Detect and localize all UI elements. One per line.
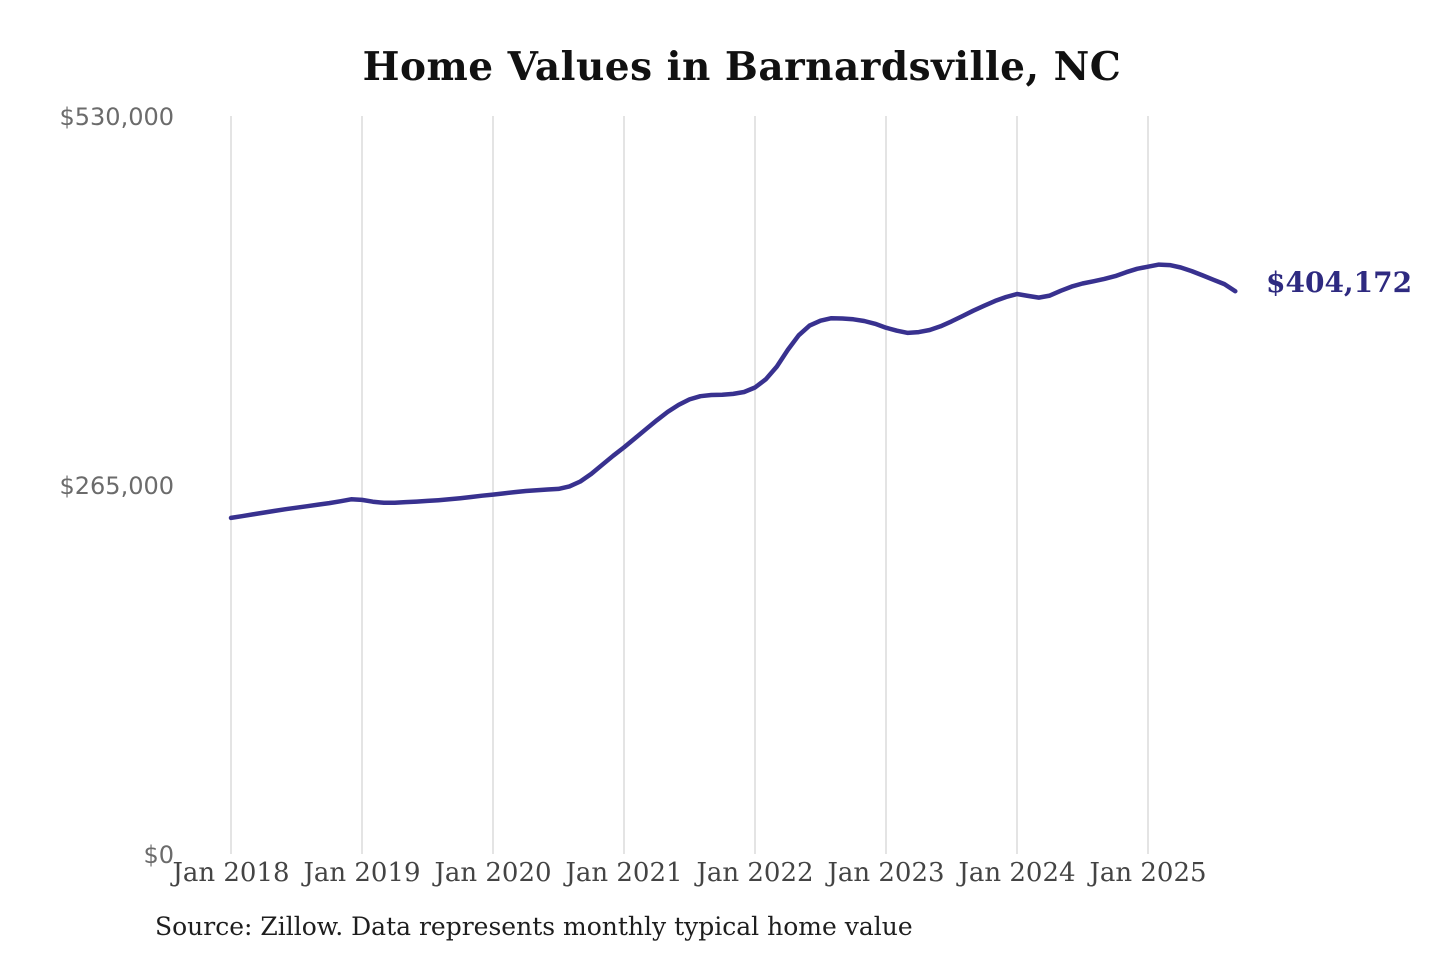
latest-value-annotation: $404,172 xyxy=(1266,266,1413,299)
x-axis-tick-label: Jan 2025 xyxy=(1086,858,1206,888)
x-axis-tick-label: Jan 2018 xyxy=(169,858,289,888)
chart-title: Home Values in Barnardsville, NC xyxy=(362,44,1122,90)
x-axis-tick-label: Jan 2020 xyxy=(431,858,551,888)
x-axis-tick-label: Jan 2019 xyxy=(300,858,420,888)
home-value-series-line xyxy=(228,262,1238,521)
x-axis-tick-label: Jan 2022 xyxy=(693,858,813,888)
source-note: Source: Zillow. Data represents monthly … xyxy=(155,912,913,941)
x-axis-tick-label: Jan 2024 xyxy=(955,858,1075,888)
y-axis-tick-label: $530,000 xyxy=(59,103,174,131)
x-axis-tick-label: Jan 2021 xyxy=(562,858,682,888)
y-axis-tick-label: $265,000 xyxy=(59,472,174,500)
y-axis-tick-label: $0 xyxy=(143,841,174,869)
x-axis-tick-label: Jan 2023 xyxy=(824,858,944,888)
